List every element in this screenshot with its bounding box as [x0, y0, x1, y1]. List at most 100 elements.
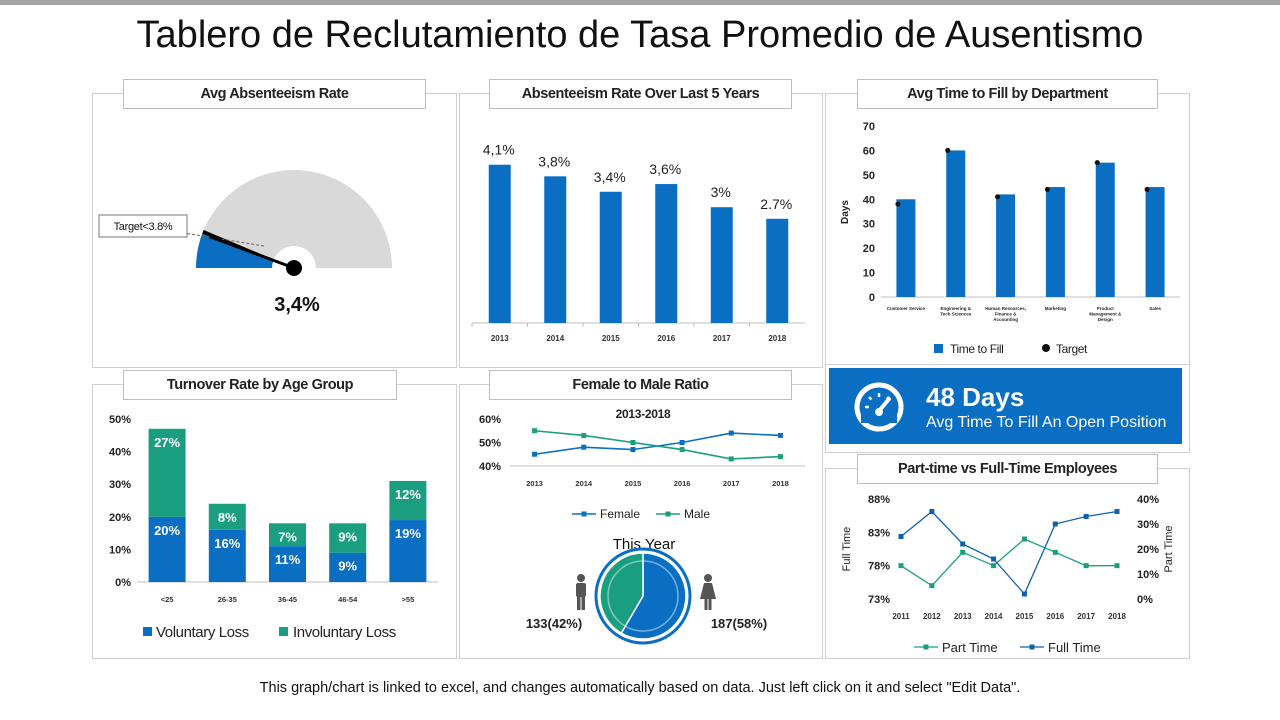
turnover-y-tick: 30% [109, 479, 131, 491]
timetofill-target-marker [895, 201, 901, 207]
absenteeism-data-label: 3,8% [538, 153, 570, 169]
absenteeism-bar [710, 207, 733, 323]
turnover-data-label: 8% [218, 510, 237, 525]
absenteeism-x-tick: 2014 [546, 334, 564, 343]
turnover-bar-segment [389, 480, 427, 521]
turnover-panel: 0% 10% 20% 30% 40% 50% 20% 27% <25 16% 8% 26-35 11% 7… [92, 384, 457, 659]
gauge-target-box [98, 214, 188, 238]
absenteeism-data-label: 3,4% [594, 169, 626, 185]
turnover-bar-segment [269, 523, 306, 547]
timetofill-target-marker [1144, 187, 1150, 193]
parttime-right-tick: 30% [1137, 519, 1159, 531]
turnover-bar-segment [208, 503, 246, 530]
parttime-point [960, 541, 966, 547]
turnover-bar-segment [208, 529, 246, 582]
page-title: Tablero de Reclutamiento de Tasa Promedi… [136, 14, 1144, 56]
timetofill-legend-label: Target [1056, 342, 1088, 356]
turnover-data-label: 16% [214, 536, 240, 551]
turnover-y-tick: 0% [115, 577, 131, 589]
parttime-panel: 73% 78% 83% 88% 0% 10% 20% 30% 40% Full Time Part … [825, 468, 1190, 659]
turnover-bar-segment [389, 520, 427, 582]
turnover-data-label: 7% [278, 529, 297, 544]
parttime-point [1083, 563, 1089, 569]
ratio-point [777, 432, 783, 438]
turnover-chart: 0% 10% 20% 30% 40% 50% 20% 27% <25 16% 8% 26-35 11% 7… [109, 414, 438, 641]
ratio-point [532, 451, 538, 457]
ratio-subtitle: 2013-2018 [616, 407, 671, 421]
timetofill-y-tick: 10 [863, 268, 875, 280]
gauge-hub [286, 260, 302, 276]
pie-inner-ring [607, 560, 679, 632]
turnover-legend-swatch [143, 627, 152, 636]
gauge-panel: Target<3.8% 3,4% [92, 93, 457, 368]
parttime-left-label: Full Time [841, 527, 853, 572]
timetofill-y-tick: 40 [863, 194, 875, 206]
turnover-data-label: 11% [275, 552, 301, 567]
turnover-x-tick: 36-45 [278, 595, 297, 604]
gauge-remaining-arc [203, 170, 392, 268]
pie-outer-ring [594, 547, 692, 645]
ratio-point [581, 432, 587, 438]
parttime-point [1114, 563, 1120, 569]
parttime-series-line [900, 538, 1117, 587]
turnover-bar-segment [329, 552, 367, 582]
turnover-title: Turnover Rate by Age Group [123, 370, 397, 400]
parttime-left-tick: 83% [868, 527, 890, 539]
parttime-point [929, 583, 935, 589]
timetofill-target-marker [995, 194, 1001, 200]
absenteeism-bar [655, 184, 678, 323]
absenteeism-bar [766, 218, 789, 323]
parttime-point [1114, 509, 1120, 514]
timetofill-bar [996, 194, 1016, 297]
ratio-point [581, 444, 587, 450]
turnover-data-label: 19% [395, 526, 421, 541]
timetofill-bar [1095, 162, 1115, 297]
absenteeism-bar [488, 164, 511, 323]
gauge-target-label: Target<3.8% [114, 221, 173, 233]
ratio-chart: 2013-2018 40% 50% 60% 2013 2014 2015 2016 2017 20… [479, 407, 805, 645]
top-bar [0, 0, 1280, 5]
turnover-x-tick: 46-54 [338, 595, 358, 604]
absenteeism-data-label: 2.7% [760, 196, 792, 212]
parttime-right-tick: 10% [1137, 569, 1159, 581]
parttime-left-tick: 78% [868, 561, 890, 573]
timetofill-target-marker [1094, 160, 1100, 166]
parttime-series-line [900, 510, 1118, 596]
turnover-legend-swatch [279, 627, 288, 636]
ratio-legend-label: Female [600, 507, 640, 521]
timetofill-legend-swatch [934, 344, 943, 353]
ratio-point [679, 440, 685, 445]
parttime-point [898, 534, 904, 539]
pie-slice [599, 552, 644, 635]
turnover-bar-segment [148, 428, 186, 517]
kpi-label: Avg Time To Fill An Open Position [926, 414, 1167, 431]
parttime-chart: 73% 78% 83% 88% 0% 10% 20% 30% 40% Full Time Part … [841, 494, 1175, 655]
parttime-title: Part-time vs Full-Time Employees [857, 454, 1158, 484]
ratio-point [777, 454, 783, 460]
timetofill-x-tick: Customer Service [887, 306, 926, 311]
timetofill-y-tick: 30 [863, 219, 875, 231]
turnover-legend-label: Voluntary Loss [156, 624, 249, 641]
ratio-point [679, 447, 685, 453]
absenteeism-x-tick: 2017 [713, 334, 731, 343]
ratio-panel: 2013-2018 40% 50% 60% 2013 2014 2015 2016 2017 20… [459, 384, 823, 659]
female-icon [700, 574, 716, 610]
ratio-point [630, 447, 636, 453]
pie-male-label: 187(58%) [711, 616, 767, 631]
ratio-y-tick: 50% [479, 438, 501, 450]
parttime-x-tick: 2018 [1108, 612, 1126, 621]
timetofill-x-tick: Sales [1149, 306, 1161, 311]
timetofill-y-tick: 50 [863, 170, 875, 182]
turnover-y-tick: 50% [109, 414, 131, 426]
parttime-x-tick: 2014 [985, 612, 1003, 621]
timetofill-panel: 0 10 20 30 40 50 60 70 Days Customer Service Engin… [825, 93, 1190, 368]
parttime-x-tick: 2016 [1046, 612, 1064, 621]
parttime-legend-marker [1029, 644, 1035, 650]
parttime-point [1052, 549, 1058, 555]
ratio-x-tick: 2016 [674, 479, 691, 488]
ratio-point [728, 456, 734, 462]
parttime-point [898, 563, 904, 569]
parttime-left-tick: 88% [868, 494, 890, 506]
timetofill-y-tick: 20 [863, 243, 875, 255]
gauge-value-arc [196, 233, 274, 268]
